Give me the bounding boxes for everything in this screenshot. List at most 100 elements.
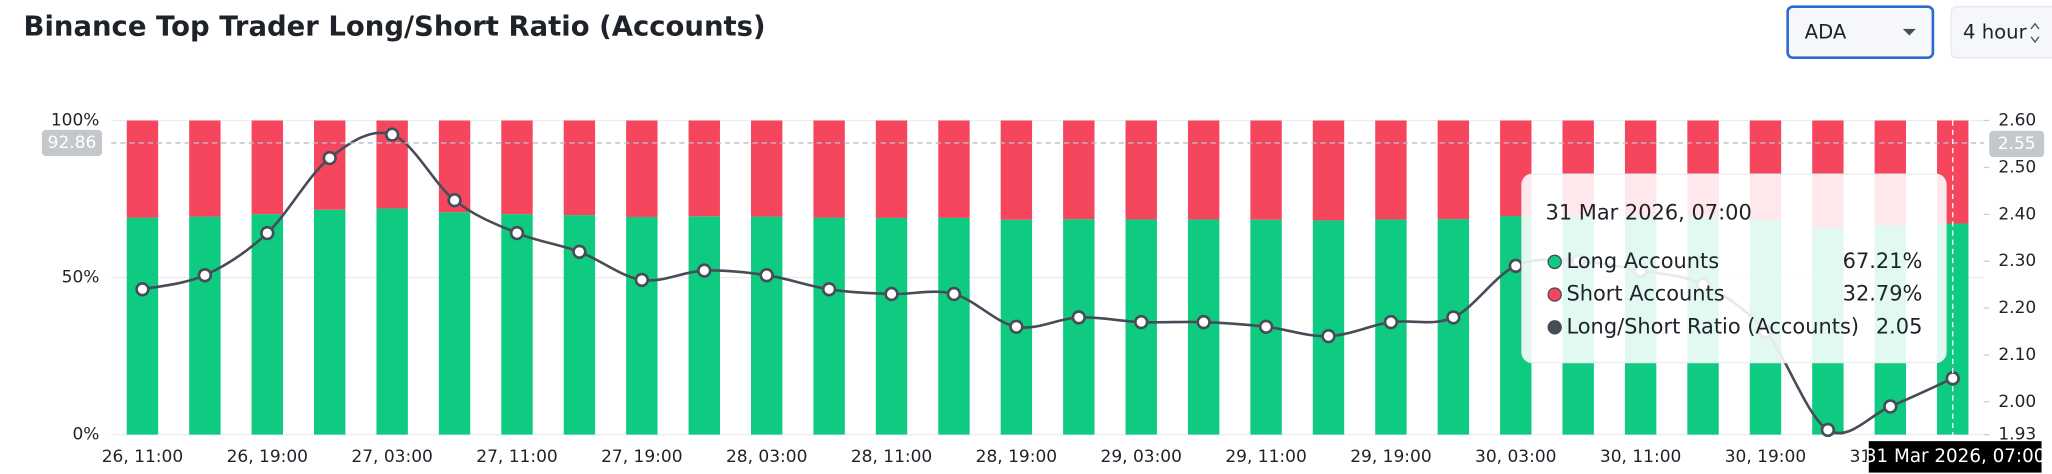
bar — [938, 120, 970, 218]
tooltip-label: Long Accounts — [1566, 249, 1719, 273]
bar — [750, 120, 783, 217]
ratio-point — [322, 150, 337, 166]
select-value[interactable]: ADA — [1805, 20, 1847, 43]
ratio-point — [509, 225, 525, 241]
x-tick-label: 26, 19:00 — [227, 447, 308, 467]
bar — [438, 212, 471, 435]
crosshair-y-label: 92.86 — [48, 133, 97, 153]
bar — [626, 216, 658, 435]
bar — [750, 216, 783, 435]
tooltip-box — [1521, 173, 1947, 364]
bar — [688, 216, 720, 435]
bar — [1437, 120, 1470, 220]
select-arrow — [1902, 28, 1916, 36]
ratio-point — [1883, 399, 1898, 414]
ratio-point — [1446, 310, 1461, 325]
x-tick-label: 29, 03:00 — [1101, 447, 1182, 467]
bar — [1375, 120, 1407, 220]
y2-tick-label: 2.40 — [1998, 204, 2036, 224]
x-tick-label: 29, 19:00 — [1350, 447, 1431, 467]
bar — [875, 217, 908, 435]
ratio-point — [821, 282, 837, 297]
bar — [314, 209, 346, 435]
y2-tick-label: 2.60 — [1998, 111, 2036, 131]
y2-tick-label: 2.50 — [1998, 157, 2036, 177]
x-tick-label: 28, 19:00 — [976, 447, 1057, 467]
x-tick-label: 30, 11:00 — [1600, 447, 1681, 467]
ratio-point — [884, 286, 899, 302]
tooltip-swatch — [1547, 287, 1562, 302]
ratio-point — [1508, 258, 1523, 274]
bar — [1437, 219, 1470, 435]
ratio-point — [1009, 319, 1024, 334]
bar — [1250, 120, 1282, 220]
bar — [189, 216, 221, 435]
bar — [501, 120, 533, 215]
y2-tick-label: 2.30 — [1998, 251, 2036, 271]
ratio-point — [759, 268, 774, 283]
y-tick-label: 50% — [62, 268, 100, 288]
ratio-point — [1258, 319, 1274, 334]
x-tick-label: 27, 03:00 — [351, 447, 432, 467]
tooltip-value: 2.05 — [1876, 314, 1923, 338]
bar — [1312, 220, 1345, 435]
crosshair-label-bg — [41, 129, 103, 157]
tooltip: 31 Mar 2026, 07:00 Long Accounts 67.21% Sho… — [1521, 173, 1947, 364]
x-tick-label: 26, 11:00 — [102, 447, 183, 467]
bar — [1063, 219, 1095, 435]
bar — [1187, 120, 1220, 220]
crosshair-label-bg — [1868, 441, 2042, 473]
ratio-point — [634, 272, 650, 288]
bar — [1063, 120, 1095, 220]
crosshair-x-label: 31 Mar 2026, 07:00 — [1865, 446, 2046, 467]
select-box[interactable] — [1950, 6, 2052, 59]
symbol-select[interactable]: ADA — [1786, 5, 1935, 60]
crosshair-y2-label: 2.55 — [1998, 134, 2036, 154]
select-box[interactable] — [1786, 5, 1935, 60]
ratio-point — [697, 263, 712, 278]
ratio-point — [572, 244, 587, 259]
x-tick-label: 30, 03:00 — [1475, 447, 1556, 467]
plot: 0% 50% 100% 1.93 2.00 2.10 2.20 2.30 2.40 2.50 2.6… — [41, 111, 2046, 473]
ratio-point — [447, 193, 462, 208]
select-arrow — [2030, 22, 2040, 44]
y-tick-label: 0% — [72, 425, 99, 445]
ratio-point — [1383, 314, 1399, 330]
x-tick-label: 27, 19:00 — [601, 447, 682, 467]
select-value[interactable]: 4 hour — [1963, 20, 2028, 43]
x-tick-label: 27, 11:00 — [476, 447, 557, 467]
tooltip-label: Long/Short Ratio (Accounts) — [1566, 314, 1859, 338]
bar — [1000, 120, 1033, 220]
y2-tick-label: 2.00 — [1998, 392, 2036, 412]
y2-tick-label: 2.10 — [1998, 345, 2036, 365]
tooltip-value: 32.79% — [1843, 282, 1923, 306]
y2-tick-label: 2.20 — [1998, 298, 2036, 318]
ratio-point — [135, 282, 150, 297]
interval-select[interactable]: 4 hour — [1950, 6, 2052, 59]
bar — [189, 120, 221, 217]
ratio-point — [946, 286, 962, 302]
bar — [688, 120, 720, 217]
tooltip-label: Short Accounts — [1566, 282, 1724, 306]
tooltip-swatch — [1547, 254, 1562, 270]
crosshair-label-bg — [1989, 130, 2045, 158]
bar — [251, 120, 284, 215]
tooltip-title: 31 Mar 2026, 07:00 — [1546, 200, 1752, 224]
x-tick-label: 28, 03:00 — [726, 447, 807, 467]
bar — [1125, 120, 1157, 220]
ratio-point — [260, 225, 275, 241]
bar — [813, 217, 845, 435]
tooltip-swatch — [1547, 320, 1562, 335]
x-tick-label: 28, 11:00 — [851, 447, 932, 467]
ratio-point — [1196, 314, 1211, 330]
tooltip-value: 67.21% — [1843, 249, 1923, 273]
bar — [813, 120, 845, 218]
page-title: Binance Top Trader Long/Short Ratio (Acc… — [24, 11, 766, 43]
bar — [376, 208, 408, 435]
ratio-point — [197, 268, 213, 283]
x-tick-label: 30, 19:00 — [1725, 447, 1806, 467]
ratio-point — [1071, 310, 1087, 325]
bar — [501, 214, 533, 435]
bar — [563, 120, 596, 216]
